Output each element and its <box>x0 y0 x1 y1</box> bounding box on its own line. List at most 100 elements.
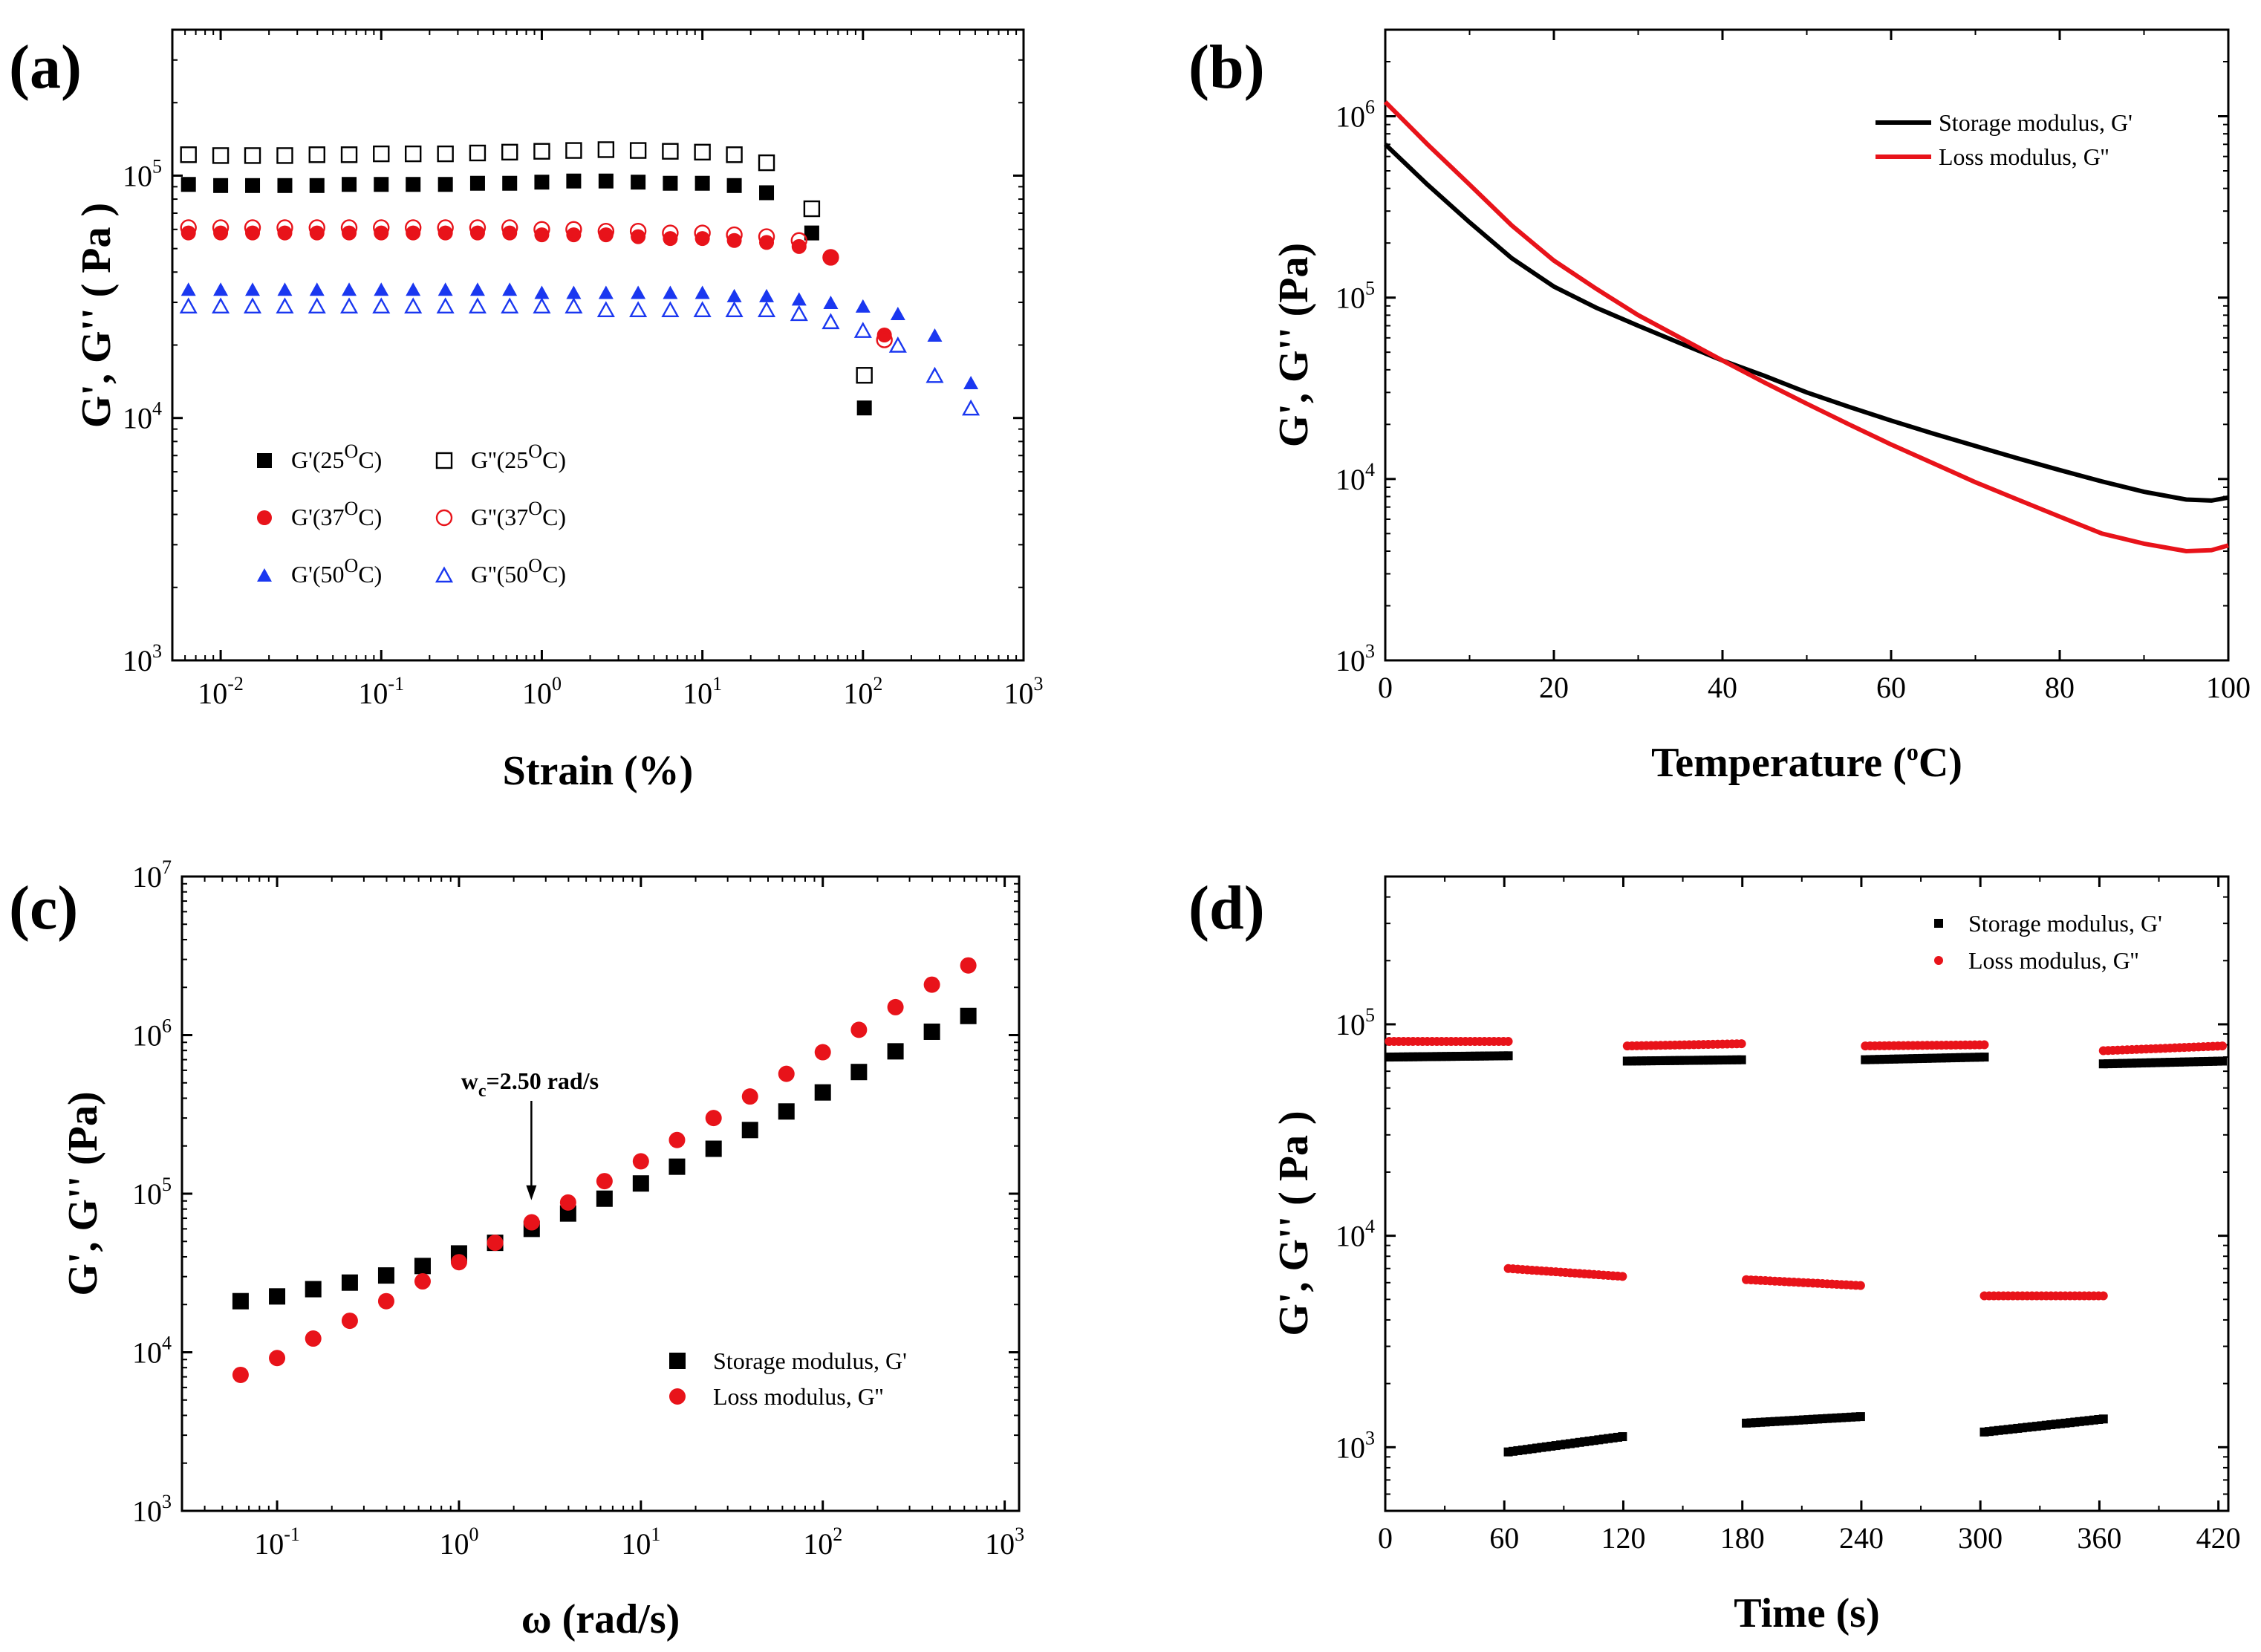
data-point <box>960 957 977 974</box>
data-point <box>2217 1041 2227 1051</box>
data-point <box>437 177 453 192</box>
data-point <box>631 285 646 299</box>
panel-label: (a) <box>9 33 82 102</box>
data-point <box>757 301 776 318</box>
annotation-prefix: w <box>461 1067 478 1094</box>
data-point <box>308 146 325 163</box>
data-point <box>566 285 582 299</box>
legend-label: G''(25OC) <box>471 440 566 473</box>
data-point <box>269 1350 286 1367</box>
tick-exp: 1 <box>651 1523 660 1545</box>
data-point <box>342 225 357 241</box>
data-point <box>305 1281 322 1298</box>
data-point <box>269 1288 286 1305</box>
legend-marker <box>435 452 453 469</box>
legend-label: Storage modulus, G' <box>713 1347 907 1374</box>
tick-base: 10 <box>123 644 152 677</box>
data-point <box>632 1175 649 1192</box>
data-point <box>243 297 262 314</box>
legend-name: G'(50 <box>291 561 345 588</box>
tick-exp: 6 <box>162 1015 172 1037</box>
y-axis-title: G', G'' (Pa) <box>1271 243 1317 447</box>
data-point <box>469 225 485 241</box>
legend-name: G'(37 <box>291 504 345 530</box>
y-tick-label: 104 <box>1336 1216 1375 1253</box>
data-point <box>341 1274 358 1291</box>
y-axis-title: G', G'' ( Pa ) <box>74 203 120 428</box>
x-tick-label: 240 <box>1839 1521 1884 1555</box>
data-point <box>814 1044 831 1061</box>
x-tick-label: 80 <box>2045 671 2075 704</box>
data-point <box>887 1043 904 1060</box>
tick-base: 10 <box>985 1527 1015 1561</box>
data-point <box>876 331 893 348</box>
data-point <box>726 226 743 244</box>
tick-base: 10 <box>1336 644 1365 677</box>
tick-base: 10 <box>803 1527 833 1561</box>
data-point <box>213 225 229 241</box>
y-tick-label: 106 <box>1336 96 1375 133</box>
data-point <box>758 154 775 172</box>
tick-exp: 7 <box>162 856 172 878</box>
data-point <box>923 976 940 993</box>
data-point <box>856 367 873 384</box>
legend-unit: C) <box>542 504 566 530</box>
panel-label: (c) <box>9 874 78 943</box>
data-point <box>437 219 454 236</box>
data-point <box>342 177 357 192</box>
data-point <box>1855 1412 1865 1422</box>
tick-exp: 2 <box>833 1523 842 1545</box>
data-point <box>377 1267 394 1284</box>
data-point <box>663 285 678 299</box>
data-point <box>1737 1039 1746 1049</box>
data-point <box>726 232 742 248</box>
data-point <box>566 227 582 243</box>
data-point <box>534 175 550 190</box>
data-point <box>468 297 487 314</box>
legend-name: G'(25 <box>291 446 345 473</box>
panel-label: (b) <box>1188 33 1265 102</box>
tick-base: 10 <box>132 1177 162 1211</box>
x-tick-label: 100 <box>2206 671 2251 704</box>
data-point <box>414 1273 431 1290</box>
legend: Storage modulus, G' Loss modulus, G'' <box>1876 109 2133 170</box>
x-tick-label: 20 <box>1539 671 1569 704</box>
data-point <box>1618 1432 1627 1442</box>
data-point <box>277 225 293 241</box>
y-tick-label: 103 <box>1336 1427 1375 1464</box>
series-2 <box>180 141 873 384</box>
tick-base: 10 <box>1336 1008 1365 1041</box>
legend-unit: C) <box>358 561 382 588</box>
data-point <box>180 282 196 296</box>
data-point <box>469 219 487 236</box>
x-tick-label: 0 <box>1378 1521 1393 1555</box>
data-point <box>963 376 979 390</box>
data-point <box>565 221 582 238</box>
x-tick-label: 102 <box>843 673 882 710</box>
tick-base: 10 <box>254 1527 284 1561</box>
tick-base: 10 <box>132 1495 162 1528</box>
series-6 <box>179 297 980 416</box>
data-point <box>308 219 325 236</box>
data-point <box>244 147 261 164</box>
data-point <box>694 231 710 247</box>
data-point <box>374 177 389 192</box>
data-point <box>276 219 293 236</box>
data-point <box>212 297 230 314</box>
data-point <box>855 299 871 313</box>
data-point <box>814 1084 831 1101</box>
data-point <box>778 1065 795 1082</box>
x-tick-label: 120 <box>1601 1521 1645 1555</box>
x-axis-title: Temperature (oC) <box>1651 738 1962 786</box>
data-point <box>213 282 229 296</box>
tick-base: 10 <box>132 860 162 894</box>
x-tick-label: 10-1 <box>254 1523 300 1561</box>
data-point <box>596 1190 613 1207</box>
tick-exp: 3 <box>1365 1427 1375 1448</box>
x-tick-label: 10-1 <box>358 673 404 710</box>
data-point <box>1503 1037 1513 1047</box>
data-point <box>232 1292 249 1310</box>
series-3 <box>180 225 892 342</box>
